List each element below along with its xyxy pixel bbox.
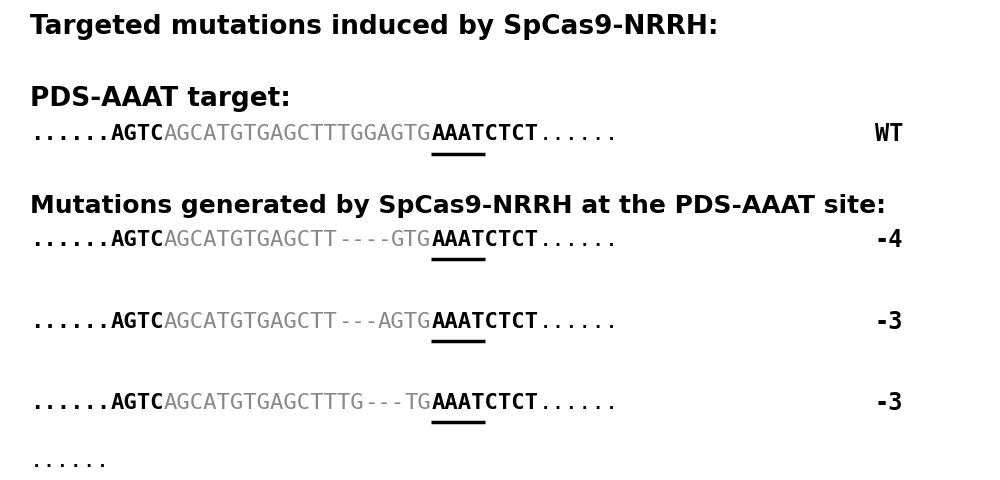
Text: -4: -4	[875, 228, 904, 252]
Text: ......: ......	[30, 230, 110, 250]
Text: Mutations generated by SpCas9-NRRH at the PDS-AAAT site:: Mutations generated by SpCas9-NRRH at th…	[30, 194, 886, 218]
Text: AGTC: AGTC	[110, 124, 164, 144]
Text: PDS-AAAT target:: PDS-AAAT target:	[30, 86, 291, 112]
Text: ---: ---	[338, 312, 378, 332]
Text: -3: -3	[875, 310, 904, 334]
Text: AGCATGTGAGCTT: AGCATGTGAGCTT	[164, 230, 338, 250]
Text: AGTC: AGTC	[110, 312, 164, 332]
Text: ......: ......	[30, 393, 110, 413]
Text: GTG: GTG	[391, 230, 431, 250]
Text: ......: ......	[30, 124, 110, 144]
Text: ......: ......	[538, 393, 618, 413]
Text: AGTC: AGTC	[110, 230, 164, 250]
Text: ----: ----	[338, 230, 391, 250]
Text: WT: WT	[875, 122, 904, 146]
Text: Targeted mutations induced by SpCas9-NRRH:: Targeted mutations induced by SpCas9-NRR…	[30, 14, 718, 40]
Text: AGCATGTGAGCTT: AGCATGTGAGCTT	[164, 312, 338, 332]
Text: AAATCTCT: AAATCTCT	[431, 230, 538, 250]
Text: AGCATGTGAGCTTTGGAGTG: AGCATGTGAGCTTTGGAGTG	[164, 124, 431, 144]
Text: ---: ---	[364, 393, 404, 413]
Text: ......: ......	[538, 230, 618, 250]
Text: AGTC: AGTC	[110, 393, 164, 413]
Text: AAATCTCT: AAATCTCT	[431, 124, 538, 144]
Text: ......: ......	[538, 312, 618, 332]
Text: -3: -3	[875, 391, 904, 415]
Text: AGTG: AGTG	[378, 312, 431, 332]
Text: ......: ......	[30, 451, 110, 471]
Text: ......: ......	[30, 312, 110, 332]
Text: ......: ......	[538, 124, 618, 144]
Text: AAATCTCT: AAATCTCT	[431, 312, 538, 332]
Text: AGCATGTGAGCTTTG: AGCATGTGAGCTTTG	[164, 393, 364, 413]
Text: TG: TG	[404, 393, 431, 413]
Text: AAATCTCT: AAATCTCT	[431, 393, 538, 413]
